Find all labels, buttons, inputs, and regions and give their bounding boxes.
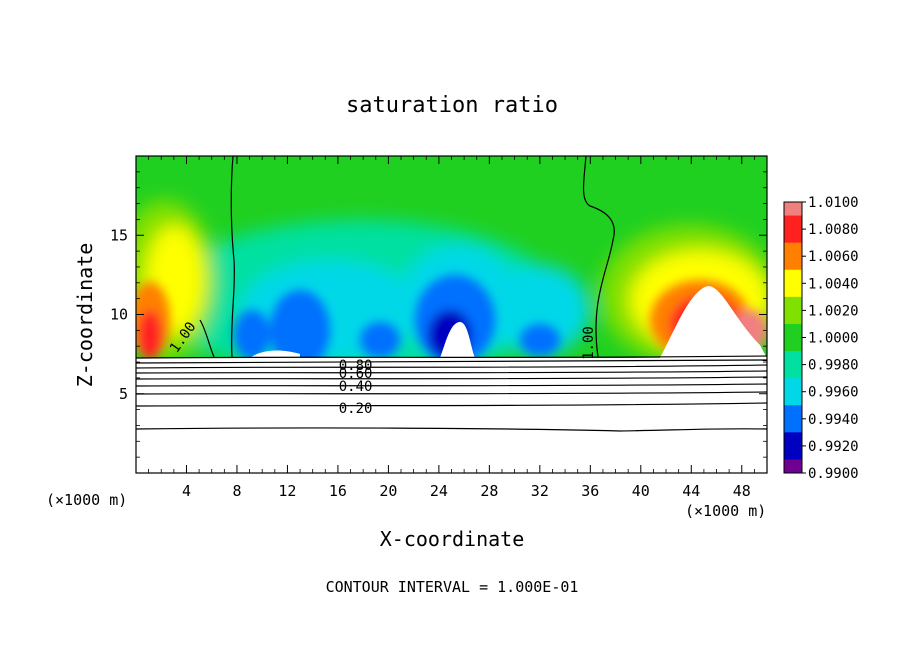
colorbar-swatch: [784, 202, 802, 217]
colorbar-swatch: [784, 215, 802, 230]
colorbar-label: 0.9940: [808, 412, 859, 428]
colorbar-swatch: [784, 459, 802, 474]
colorbar-swatch: [784, 418, 802, 433]
x-unit-left: (×1000 m): [46, 491, 127, 509]
colorbar-swatch: [784, 256, 802, 271]
contour-label: 0.40: [339, 379, 373, 395]
colorbar-label: 0.9980: [808, 358, 859, 374]
colorbar-swatch: [784, 242, 802, 257]
y-axis-label: Z-coordinate: [73, 243, 97, 388]
colorbar-swatch: [784, 351, 802, 366]
x-tick-label: 44: [682, 482, 700, 500]
y-tick-label: 15: [110, 226, 128, 244]
y-tick-label: 10: [110, 306, 128, 324]
colorbar-label: 1.0100: [808, 195, 859, 211]
colorbar-label: 0.9900: [808, 466, 859, 482]
colorbar-swatch: [784, 229, 802, 244]
colorbar-swatch: [784, 405, 802, 420]
x-tick-label: 8: [232, 482, 241, 500]
x-tick-label: 48: [733, 482, 751, 500]
colorbar-swatch: [784, 323, 802, 338]
x-tick-label: 12: [278, 482, 296, 500]
contour-1-right: [582, 156, 615, 358]
colorbar-swatch: [784, 296, 802, 311]
colorbar-swatch: [784, 310, 802, 325]
colorbar-label: 1.0080: [808, 222, 859, 238]
contour-1-left-lower: [199, 319, 215, 358]
colorbar-swatch: [784, 283, 802, 298]
contour-label: 1.00: [581, 326, 597, 360]
colorbar-label: 1.0060: [808, 249, 859, 265]
x-tick-label: 28: [480, 482, 498, 500]
saturation-field: [136, 156, 767, 473]
contour-label: 0.60: [339, 366, 373, 382]
contour-interval-footer: CONTOUR INTERVAL = 1.000E-01: [326, 578, 579, 596]
colorbar-swatch: [784, 391, 802, 406]
colorbar-swatch: [784, 364, 802, 379]
x-tick-label: 40: [632, 482, 650, 500]
chart-title: saturation ratio: [346, 93, 558, 118]
colorbar-swatch: [784, 269, 802, 284]
x-tick-label: 24: [430, 482, 448, 500]
y-tick-label: 5: [119, 385, 128, 403]
x-tick-label: 4: [182, 482, 191, 500]
colorbar-label: 1.0000: [808, 331, 859, 347]
y-axis: 5 10 15: [110, 171, 767, 458]
x-unit-right: (×1000 m): [685, 502, 766, 520]
colorbar-swatch: [784, 432, 802, 447]
colorbar-label: 0.9920: [808, 439, 859, 455]
colorbar-swatch: [784, 378, 802, 393]
x-axis: 4 8 12 16 20 24 28 32 36 40 44 48: [148, 156, 755, 500]
colorbar-label: 1.0020: [808, 303, 859, 319]
colorbar: 1.0100 1.0080 1.0060 1.0040 1.0020 1.0000 0.99…: [783, 195, 859, 482]
colorbar-label: 0.9960: [808, 385, 859, 401]
colorbar-swatch: [784, 445, 802, 460]
x-tick-label: 32: [531, 482, 549, 500]
x-tick-label: 20: [379, 482, 397, 500]
colorbar-label: 1.0040: [808, 276, 859, 292]
contour-1-left: [230, 156, 235, 358]
x-tick-label: 36: [581, 482, 599, 500]
x-tick-label: 16: [329, 482, 347, 500]
contour-label: 0.80: [339, 358, 373, 374]
x-axis-label: X-coordinate: [380, 527, 525, 551]
contour-label: 0.20: [339, 401, 373, 417]
colorbar-swatch: [784, 337, 802, 352]
contour-lines: [136, 156, 767, 432]
